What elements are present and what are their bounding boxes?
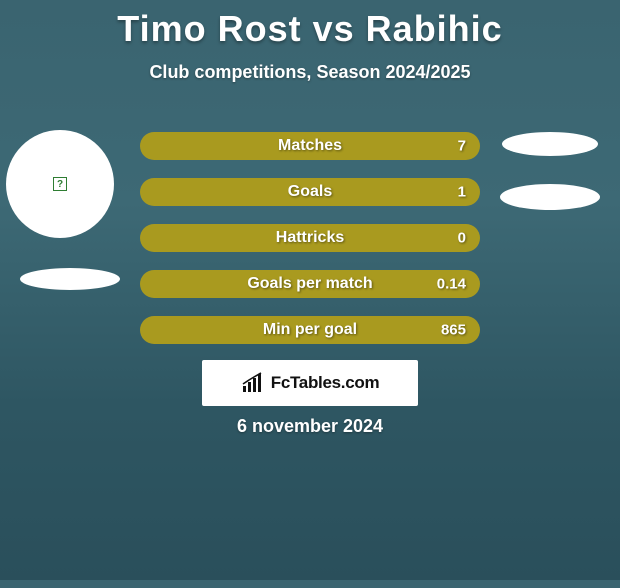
- stat-row: Matches 7: [140, 132, 480, 160]
- stat-label: Goals per match: [247, 275, 372, 293]
- bar-chart-icon: [241, 372, 265, 394]
- decor-ellipse: [502, 132, 598, 156]
- stat-value: 0: [458, 230, 466, 247]
- brand-prefix: Fc: [271, 373, 290, 392]
- missing-image-icon: ?: [53, 177, 67, 191]
- brand-text: FcTables.com: [271, 373, 380, 393]
- footer-date: 6 november 2024: [0, 416, 620, 437]
- decor-ellipse: [20, 268, 120, 290]
- stat-value: 0.14: [437, 276, 466, 293]
- stat-value: 865: [441, 322, 466, 339]
- stat-value: 7: [458, 138, 466, 155]
- stat-row: Hattricks 0: [140, 224, 480, 252]
- stat-row: Goals 1: [140, 178, 480, 206]
- decor-ellipse: [500, 184, 600, 210]
- stat-row: Min per goal 865: [140, 316, 480, 344]
- stat-label: Hattricks: [276, 229, 344, 247]
- stat-row: Goals per match 0.14: [140, 270, 480, 298]
- page-subtitle: Club competitions, Season 2024/2025: [0, 62, 620, 83]
- brand-badge[interactable]: FcTables.com: [202, 360, 418, 406]
- brand-suffix: Tables.com: [290, 373, 379, 392]
- stat-label: Min per goal: [263, 321, 357, 339]
- stat-label: Goals: [288, 183, 332, 201]
- stat-label: Matches: [278, 137, 342, 155]
- stat-value: 1: [458, 184, 466, 201]
- stats-list: Matches 7 Goals 1 Hattricks 0 Goals per …: [140, 132, 480, 362]
- player-avatar-placeholder: ?: [6, 130, 114, 238]
- page-title: Timo Rost vs Rabihic: [0, 8, 620, 50]
